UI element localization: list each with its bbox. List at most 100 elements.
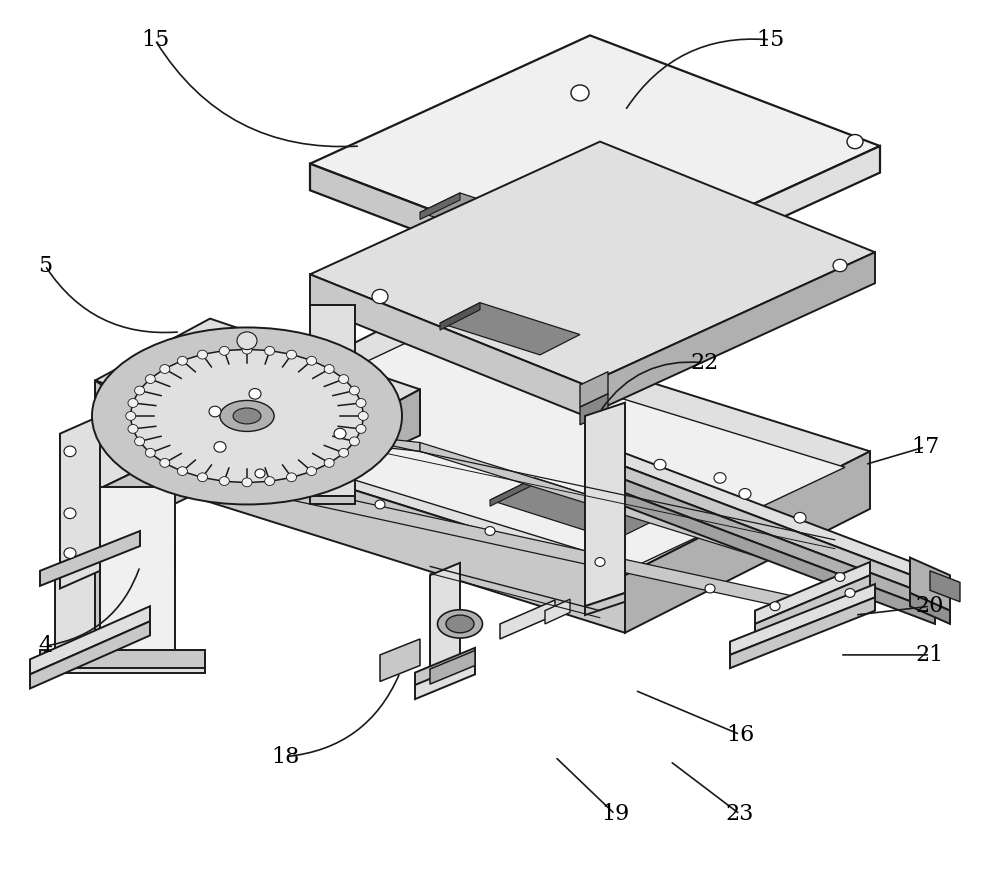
- Circle shape: [358, 412, 368, 420]
- Circle shape: [349, 386, 359, 395]
- Polygon shape: [440, 303, 580, 355]
- Polygon shape: [310, 142, 875, 385]
- Circle shape: [595, 558, 605, 566]
- Circle shape: [339, 374, 349, 383]
- Text: 18: 18: [271, 746, 299, 767]
- Polygon shape: [620, 465, 935, 597]
- Polygon shape: [585, 403, 625, 606]
- Circle shape: [145, 374, 155, 383]
- Circle shape: [356, 425, 366, 434]
- Circle shape: [835, 573, 845, 581]
- Circle shape: [739, 489, 751, 499]
- Circle shape: [372, 289, 388, 304]
- Polygon shape: [440, 303, 480, 330]
- Ellipse shape: [233, 408, 261, 424]
- Circle shape: [847, 135, 863, 149]
- Circle shape: [286, 473, 296, 481]
- Circle shape: [242, 478, 252, 487]
- Text: 15: 15: [756, 29, 784, 50]
- Circle shape: [307, 357, 317, 366]
- Polygon shape: [755, 562, 870, 624]
- Polygon shape: [310, 164, 600, 301]
- Polygon shape: [210, 336, 845, 566]
- Polygon shape: [490, 478, 660, 540]
- Ellipse shape: [220, 400, 274, 431]
- Circle shape: [307, 466, 317, 475]
- Polygon shape: [620, 478, 935, 611]
- Circle shape: [242, 345, 252, 354]
- Circle shape: [198, 473, 208, 481]
- Polygon shape: [95, 407, 420, 451]
- Text: 20: 20: [916, 596, 944, 617]
- Circle shape: [64, 446, 76, 457]
- Ellipse shape: [92, 327, 402, 504]
- Polygon shape: [175, 434, 625, 633]
- Polygon shape: [755, 575, 870, 637]
- Polygon shape: [310, 35, 880, 274]
- Polygon shape: [930, 571, 960, 602]
- Circle shape: [845, 589, 855, 597]
- Text: 4: 4: [38, 635, 52, 657]
- Polygon shape: [305, 389, 420, 489]
- Polygon shape: [600, 146, 880, 301]
- Polygon shape: [620, 491, 935, 624]
- Text: 17: 17: [911, 436, 939, 458]
- Polygon shape: [420, 193, 560, 245]
- Polygon shape: [415, 660, 475, 699]
- Circle shape: [349, 437, 359, 446]
- Circle shape: [249, 389, 261, 399]
- Circle shape: [794, 512, 806, 523]
- Circle shape: [324, 365, 334, 373]
- Polygon shape: [175, 310, 870, 575]
- Circle shape: [485, 527, 495, 535]
- Polygon shape: [40, 655, 205, 673]
- Circle shape: [324, 458, 334, 467]
- Polygon shape: [310, 274, 585, 416]
- Text: 19: 19: [601, 804, 629, 825]
- Text: 5: 5: [38, 255, 52, 276]
- Polygon shape: [730, 597, 875, 668]
- Polygon shape: [310, 496, 355, 504]
- Polygon shape: [580, 372, 608, 407]
- Text: 15: 15: [141, 29, 169, 50]
- Circle shape: [833, 259, 847, 272]
- Polygon shape: [100, 381, 210, 489]
- Circle shape: [334, 428, 346, 439]
- Circle shape: [198, 350, 208, 359]
- Circle shape: [265, 346, 275, 355]
- Polygon shape: [500, 600, 555, 639]
- Polygon shape: [545, 599, 570, 624]
- Polygon shape: [430, 563, 460, 685]
- Polygon shape: [95, 319, 420, 451]
- Circle shape: [214, 442, 226, 452]
- Polygon shape: [910, 558, 950, 611]
- Polygon shape: [620, 451, 935, 584]
- Polygon shape: [430, 650, 475, 684]
- Polygon shape: [625, 451, 870, 633]
- Circle shape: [237, 332, 257, 350]
- Circle shape: [128, 425, 138, 434]
- Circle shape: [64, 508, 76, 519]
- Text: 16: 16: [726, 724, 754, 745]
- Circle shape: [160, 458, 170, 467]
- Circle shape: [654, 459, 666, 470]
- Circle shape: [356, 398, 366, 407]
- Polygon shape: [30, 606, 150, 674]
- Circle shape: [128, 398, 138, 407]
- Circle shape: [126, 412, 136, 420]
- Circle shape: [219, 346, 229, 355]
- Ellipse shape: [438, 610, 482, 638]
- Circle shape: [375, 500, 385, 509]
- Polygon shape: [60, 540, 175, 571]
- Circle shape: [177, 466, 187, 475]
- Polygon shape: [420, 193, 460, 219]
- Polygon shape: [210, 469, 840, 620]
- Circle shape: [255, 469, 265, 478]
- Polygon shape: [910, 593, 950, 624]
- Circle shape: [177, 357, 187, 366]
- Polygon shape: [415, 648, 475, 687]
- Polygon shape: [100, 487, 175, 655]
- Polygon shape: [95, 381, 305, 489]
- Circle shape: [265, 477, 275, 486]
- Polygon shape: [420, 442, 860, 589]
